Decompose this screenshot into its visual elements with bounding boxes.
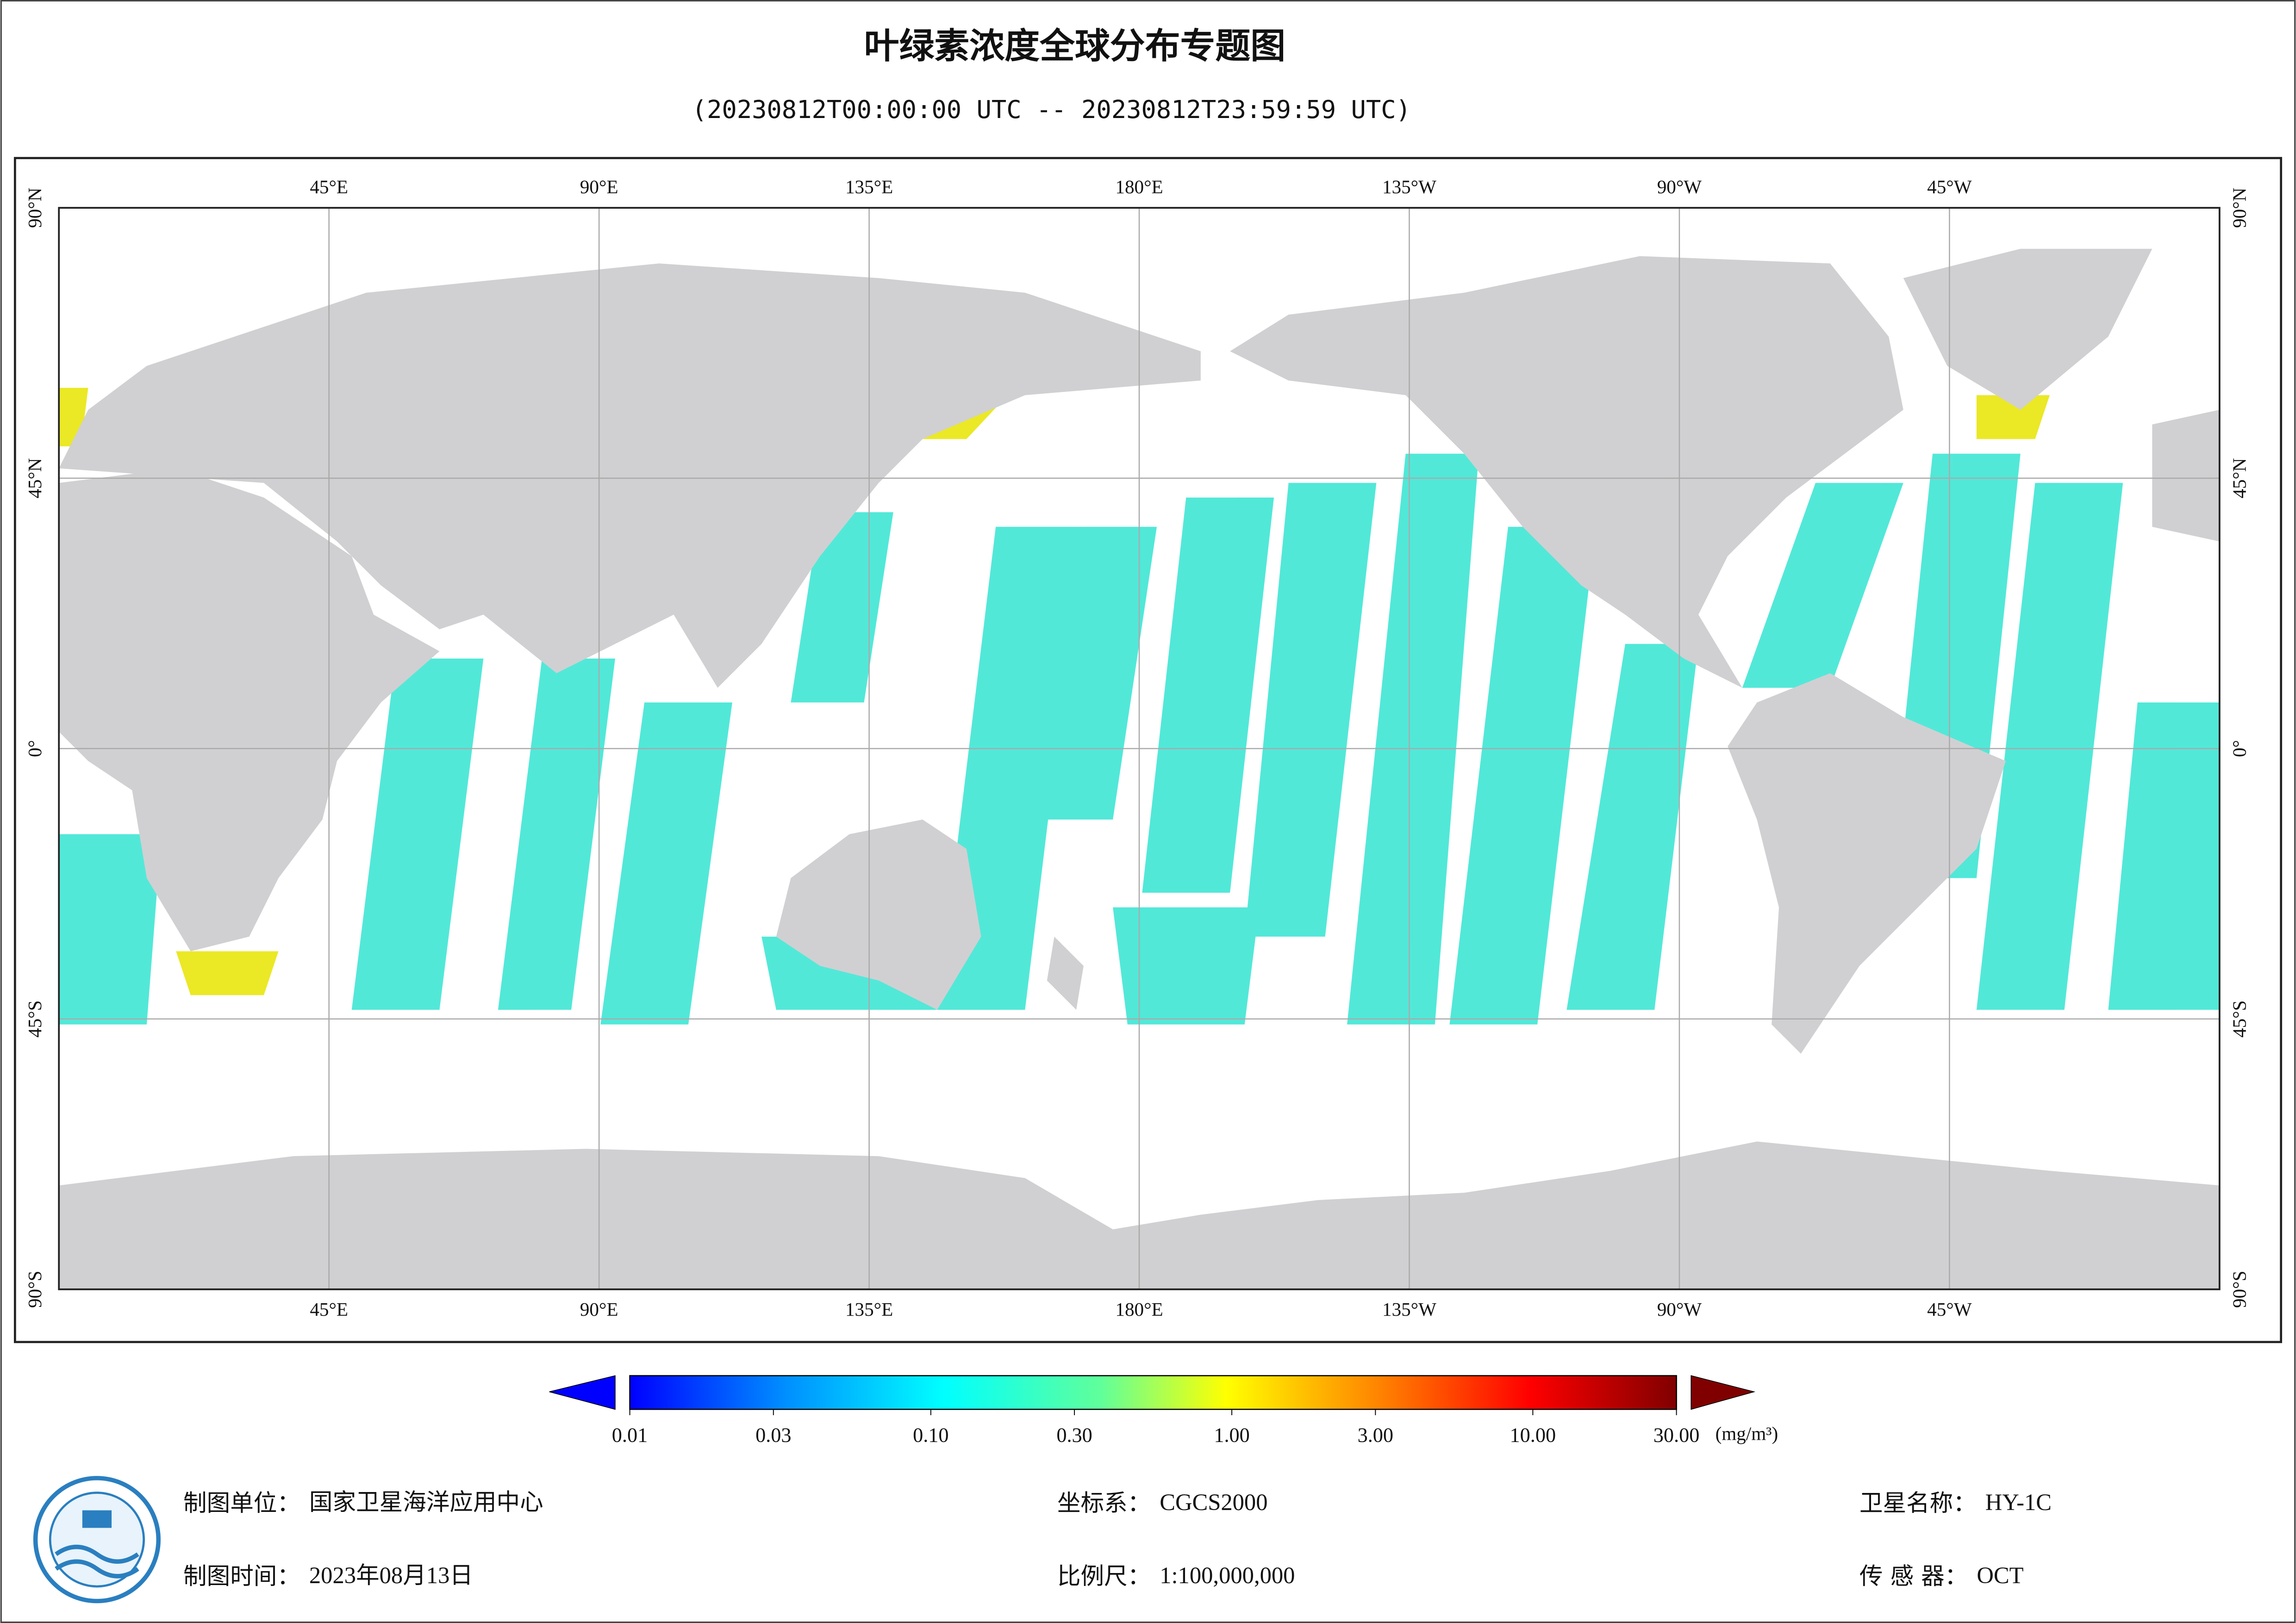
- lon-label-bottom: 180°E: [1115, 1299, 1163, 1320]
- subtitle: (20230812T00:00:00 UTC -- 20230812T23:59…: [692, 95, 1411, 124]
- lat-label-left: 45°S: [24, 1001, 45, 1038]
- lat-label-right: 0°: [2229, 740, 2250, 757]
- lon-label-bottom: 45°E: [310, 1299, 348, 1320]
- lat-label-left: 45°N: [24, 458, 45, 498]
- lon-label-top: 90°W: [1657, 176, 1702, 197]
- colorbar-tick-label: 3.00: [1358, 1424, 1393, 1447]
- footer-item: 卫星名称： HY-1C: [1859, 1489, 2052, 1516]
- lon-label-bottom: 90°W: [1657, 1299, 1702, 1320]
- lat-label-right: 90°S: [2229, 1271, 2250, 1308]
- lon-label-top: 90°E: [580, 176, 618, 197]
- footer-label: 制图时间：: [183, 1562, 300, 1589]
- footer-label: 制图单位：: [183, 1489, 300, 1516]
- footer-item: 制图时间： 2023年08月13日: [183, 1562, 473, 1589]
- lon-label-bottom: 135°E: [845, 1299, 893, 1320]
- footer-item: 传 感 器： OCT: [1859, 1562, 2024, 1589]
- lon-label-top: 45°W: [1927, 176, 1972, 197]
- footer-value: OCT: [1977, 1562, 2023, 1588]
- colorbar-under-arrow: [549, 1375, 616, 1410]
- map-frame: [14, 157, 2282, 1343]
- colorbar-tick-label: 0.30: [1056, 1424, 1092, 1447]
- lon-label-top: 45°E: [310, 176, 348, 197]
- colorbar-tick-label: 1.00: [1214, 1424, 1249, 1447]
- logo: [33, 1476, 161, 1604]
- lon-label-top: 135°W: [1382, 176, 1436, 197]
- lon-label-top: 135°E: [845, 176, 893, 197]
- lat-label-left: 90°N: [24, 187, 45, 228]
- footer-value: 2023年08月13日: [309, 1562, 473, 1588]
- footer-label: 比例尺：: [1057, 1562, 1151, 1589]
- colorbar-tick-label: 0.03: [755, 1424, 791, 1447]
- lat-label-right: 90°N: [2229, 187, 2250, 228]
- lon-label-bottom: 135°W: [1382, 1299, 1436, 1320]
- lat-label-left: 90°S: [24, 1271, 45, 1308]
- footer-value: CGCS2000: [1160, 1489, 1267, 1515]
- colorbar-over-arrow: [1691, 1375, 1756, 1410]
- footer-item: 比例尺： 1:100,000,000: [1057, 1562, 1295, 1589]
- colorbar-tick-label: 30.00: [1653, 1424, 1700, 1447]
- footer-label: 卫星名称：: [1859, 1489, 1977, 1516]
- map-border: [58, 207, 2221, 1290]
- footer-item: 坐标系： CGCS2000: [1057, 1489, 1268, 1516]
- footer-item: 制图单位： 国家卫星海洋应用中心: [183, 1489, 543, 1516]
- colorbar-tick-label: 0.10: [913, 1424, 948, 1447]
- colorbar-tick-label: 10.00: [1510, 1424, 1556, 1447]
- lon-label-bottom: 45°W: [1927, 1299, 1972, 1320]
- title: 叶绿素浓度全球分布专题图: [864, 25, 1286, 66]
- colorbar: (mg/m³) 0.01 0.03 0.10 0.30 1.00 3.00 10.00 30.…: [549, 1375, 1778, 1447]
- footer-label: 坐标系：: [1057, 1489, 1151, 1516]
- lon-label-bottom: 90°E: [580, 1299, 618, 1320]
- footer-value: 1:100,000,000: [1160, 1562, 1295, 1588]
- footer-label: 传 感 器：: [1859, 1562, 1968, 1589]
- lat-label-right: 45°N: [2229, 458, 2250, 498]
- footer-value: HY-1C: [1985, 1489, 2052, 1515]
- lon-label-top: 180°E: [1115, 176, 1163, 197]
- lat-label-left: 0°: [24, 740, 45, 757]
- colorbar-ramp: [629, 1375, 1677, 1410]
- footer-value: 国家卫星海洋应用中心: [309, 1489, 543, 1515]
- colorbar-tick-label: 0.01: [612, 1424, 648, 1447]
- lat-label-right: 45°S: [2229, 1001, 2250, 1038]
- colorbar-unit: (mg/m³): [1716, 1423, 1778, 1445]
